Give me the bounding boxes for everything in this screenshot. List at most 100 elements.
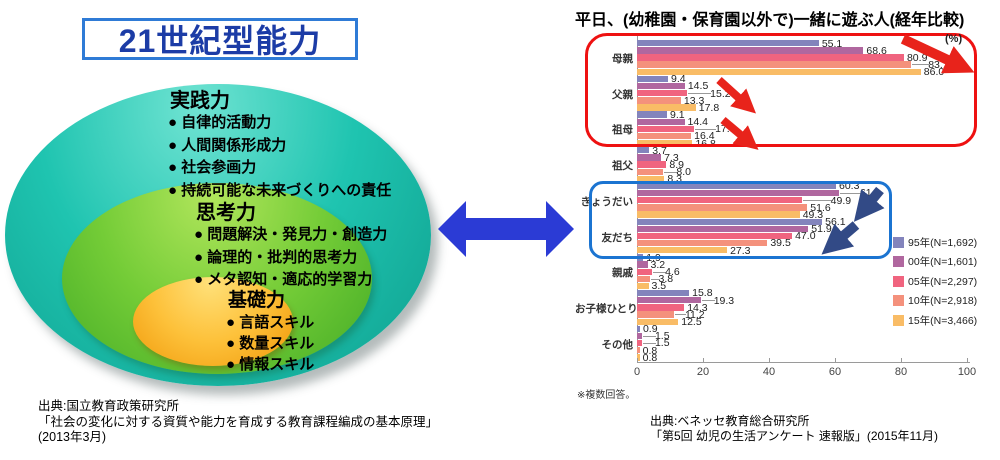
bar <box>637 339 642 347</box>
bar <box>637 275 650 283</box>
legend-label: 15年(N=3,466) <box>908 314 978 327</box>
bar <box>637 232 793 240</box>
bar <box>637 311 674 318</box>
legend-item: 05年(N=2,297) <box>893 275 978 288</box>
source-line: 「第5回 幼児の生活アンケート 速報版」(2015年11月) <box>650 429 939 443</box>
bar-value-label: 12.5 <box>681 316 702 328</box>
bar-value-label: 47.0 <box>795 230 816 243</box>
category-label: 友だち <box>601 231 634 244</box>
bar <box>637 75 669 83</box>
label-leader-line <box>642 335 656 337</box>
category-label: きょうだい <box>580 195 634 208</box>
bar <box>637 332 642 340</box>
layer-name-practical: 実践力 <box>170 90 230 112</box>
bar-value-label: 11.2 <box>684 308 705 321</box>
x-axis-tick-label: 0 <box>633 366 641 378</box>
bar <box>637 104 696 111</box>
label-leader-line <box>688 93 712 94</box>
bar <box>637 239 768 247</box>
ability-item: 数量スキル <box>226 333 314 354</box>
legend-label: 00年(N=1,601) <box>908 256 978 268</box>
bar <box>637 147 650 154</box>
bar-value-label: 8.0 <box>676 166 691 179</box>
x-axis-tick-label: 80 <box>894 366 908 378</box>
bar <box>637 268 653 275</box>
bar-value-label: 14.4 <box>687 116 708 129</box>
bar <box>637 54 904 61</box>
bar-value-label: 49.3 <box>802 208 824 221</box>
practical-skill-list: 自律的活動力人間関係形成力社会参画力持続可能な未来づくりへの責任 <box>168 112 391 202</box>
bar-value-label: 16.8 <box>695 137 716 150</box>
bar <box>637 111 668 118</box>
bar <box>637 261 648 268</box>
legend-label: 10年(N=2,918) <box>908 295 978 307</box>
red-highlight-box <box>585 33 977 147</box>
ability-item: 持続可能な未来づくりへの責任 <box>168 180 391 203</box>
bar <box>637 97 681 104</box>
x-axis-tick-label: 20 <box>696 366 710 378</box>
diagram-title-box: 21世紀型能力 <box>82 18 358 60</box>
x-axis-tick <box>967 358 968 362</box>
bar <box>637 40 819 47</box>
source-line: 出典:ベネッセ教育総合研究所 <box>650 414 810 428</box>
bar <box>637 125 695 133</box>
x-axis-tick <box>637 358 638 362</box>
bar-value-label: 14.5 <box>687 80 709 93</box>
category-label: 祖母 <box>612 124 633 137</box>
legend-swatch-icon <box>893 314 904 326</box>
bar <box>637 318 679 325</box>
bar-value-label: 3.7 <box>652 144 667 157</box>
bar-value-label: 16.4 <box>694 130 715 143</box>
bar-value-label: 19.3 <box>713 294 735 307</box>
bar-value-label: 86.0 <box>923 66 945 79</box>
bar-value-label: 1.5 <box>654 330 670 343</box>
bar <box>637 247 728 254</box>
bar <box>637 218 823 225</box>
bar <box>637 211 800 218</box>
bar-value-label: 68.6 <box>866 44 887 57</box>
bar-value-label: 8.3 <box>667 173 682 186</box>
bar <box>637 140 693 147</box>
label-leader-line <box>653 271 667 273</box>
bar-value-label: 14.3 <box>687 301 708 314</box>
ability-item: 情報スキル <box>226 354 314 375</box>
bar-value-label: 27.3 <box>730 244 751 257</box>
bar-value-label: 7.3 <box>664 151 679 164</box>
bar-value-label: 0.9 <box>642 323 658 336</box>
bar <box>637 325 640 332</box>
bar-value-label: 1.5 <box>654 337 670 350</box>
legend-swatch-icon <box>893 295 904 306</box>
bar-value-label: 60.3 <box>838 180 860 193</box>
bar <box>637 225 809 233</box>
x-axis-tick <box>901 358 902 362</box>
bar <box>637 90 688 97</box>
category-label: その他 <box>601 338 634 351</box>
label-leader-line <box>701 300 715 302</box>
bar-value-label: 3.5 <box>651 280 667 293</box>
legend-label: 95年(N=1,692) <box>908 236 978 249</box>
bar <box>637 289 690 297</box>
x-axis-line <box>637 362 970 363</box>
x-axis-tick <box>703 358 704 362</box>
x-axis-tick <box>835 358 836 362</box>
bar <box>637 82 685 90</box>
source-line: 「社会の変化に対する資質や能力を育成する教育課程編成の基本原理」 <box>38 414 439 429</box>
bar <box>637 182 836 190</box>
bar-chart: 平日、(幼稚園・保育園以外で)一緒に遊ぶ人(経年比較) 母親 55.1 68.6 80… <box>575 0 1000 460</box>
bar <box>637 61 912 68</box>
bar <box>637 68 921 75</box>
label-leader-line <box>695 128 717 130</box>
ability-item: 論理的・批判的思考力 <box>194 247 387 270</box>
category-label: 母親 <box>612 53 633 65</box>
chart-note: ※複数回答。 <box>577 390 636 401</box>
category-label: 親戚 <box>612 267 633 280</box>
ability-item: 人間関係形成力 <box>168 135 391 158</box>
bar-value-label: 3.8 <box>658 273 674 286</box>
label-leader-line <box>839 192 861 194</box>
bar-value-label: 39.5 <box>770 237 791 250</box>
legend-item: 10年(N=2,918) <box>893 295 977 307</box>
legend-label: 05年(N=2,297) <box>908 275 978 288</box>
x-axis-tick-label: 60 <box>828 366 842 378</box>
layer-name-thinking: 思考力 <box>196 202 256 224</box>
